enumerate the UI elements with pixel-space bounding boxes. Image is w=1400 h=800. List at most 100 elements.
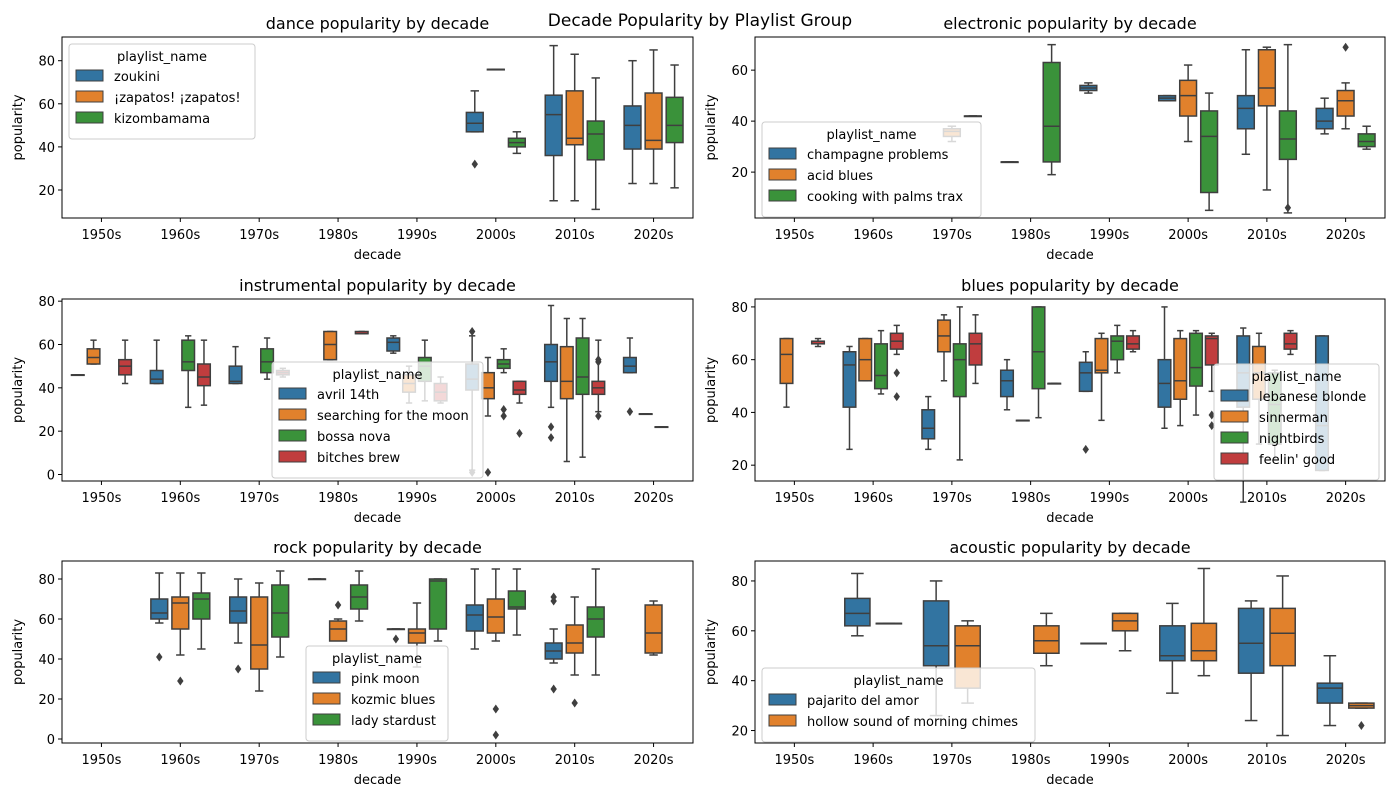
iqr-box	[665, 96, 684, 144]
y-tick-label: 60	[38, 339, 55, 354]
x-tick-label: 2010s	[1247, 228, 1287, 243]
box-nightbirds-1960s	[873, 329, 889, 395]
box-sinnerman-1970s	[936, 314, 952, 382]
box-kozmic-blues-1960s	[171, 572, 190, 686]
legend-swatch	[768, 147, 797, 160]
outlier-point	[595, 355, 602, 365]
axes-frame	[61, 298, 694, 482]
box-kizombamama-2020s	[665, 64, 684, 189]
x-tick-label: 1990s	[1089, 228, 1129, 243]
box-lebanese-blonde-1980s	[999, 358, 1015, 411]
iqr-box	[1111, 612, 1139, 632]
x-tick-label: 2020s	[634, 753, 674, 768]
axes-frame	[61, 36, 694, 219]
box-kozmic-blues-1970s	[250, 582, 269, 692]
outlier-point	[471, 159, 478, 169]
subplot-1: dance popularity by decade 1950s 1960s 1970…	[11, 14, 694, 263]
box-lady-stardust-2000s	[507, 568, 527, 636]
x-tick-label: 1970s	[239, 228, 279, 243]
box-searching-for-the-moon-1980s	[323, 330, 338, 361]
x-tick-label: 1960s	[853, 228, 893, 243]
iqr-box	[250, 596, 269, 670]
x-tick-label: 1950s	[774, 491, 814, 506]
legend-frame	[305, 645, 449, 742]
outlier-point	[571, 698, 578, 708]
box-cooking-with-palms-trax-2000s	[1199, 92, 1219, 212]
y-tick-label: 20	[731, 725, 748, 740]
x-tick-label: 2000s	[1168, 491, 1208, 506]
legend-title: playlist_name	[332, 652, 422, 667]
legend: playlist_name lebanese blonde sinnerman nig…	[1213, 363, 1380, 481]
legend-swatch	[768, 693, 797, 706]
x-tick-label: 1990s	[1089, 491, 1129, 506]
iqr-box	[922, 600, 950, 667]
legend-entry: ¡zapatos! ¡zapatos!	[114, 91, 241, 106]
outlier-point	[547, 433, 555, 443]
x-tick-label: 1970s	[239, 753, 279, 768]
legend-swatch	[768, 168, 797, 181]
y-tick-label: 20	[731, 166, 748, 181]
outlier-point	[1284, 203, 1292, 213]
subplot-title: blues popularity by decade	[961, 276, 1179, 295]
box-champagne-problems-2010s	[1236, 48, 1256, 156]
outlier-point	[626, 407, 634, 417]
box-cooking-with-palms-trax-2020s	[1357, 125, 1376, 150]
x-tick-label: 2010s	[555, 753, 595, 768]
x-tick-label: 1950s	[774, 228, 814, 243]
box-feelin-good-1960s	[889, 324, 904, 402]
iqr-box	[968, 332, 983, 366]
x-tick-label: 1970s	[932, 491, 972, 506]
outlier-point	[500, 405, 507, 414]
outlier-point	[1208, 421, 1215, 431]
x-tick-label: 2010s	[1247, 753, 1287, 768]
iqr-box	[386, 337, 401, 352]
x-tick-label: 2000s	[1168, 228, 1208, 243]
iqr-box	[1173, 337, 1188, 400]
subplot-title: electronic popularity by decade	[943, 14, 1196, 33]
y-tick-label: 40	[38, 382, 55, 397]
iqr-box	[486, 598, 505, 634]
box-feelin-good-1950s	[810, 337, 826, 348]
x-tick-label: 1980s	[318, 491, 358, 506]
iqr-box	[323, 330, 338, 361]
y-tick-label: 60	[38, 98, 55, 113]
x-tick-label: 2000s	[476, 491, 516, 506]
legend-entry: kizombamama	[114, 112, 210, 127]
x-tick-label: 1990s	[397, 753, 437, 768]
legend-title: playlist_name	[117, 50, 207, 65]
box-feelin-good-2010s	[1283, 329, 1298, 356]
outlier-point	[177, 676, 184, 686]
box-acid-blues-2000s	[1178, 64, 1198, 143]
box-lady-stardust-2010s	[586, 568, 605, 676]
x-tick-label: 2010s	[555, 228, 595, 243]
legend-swatch	[278, 429, 307, 442]
subplot-5: rock popularity by decade 1950s 1960s 1970s…	[11, 538, 694, 788]
iqr-box	[1257, 48, 1277, 107]
box-sinnerman-1960s	[858, 337, 873, 382]
box-bitches-brew-2010s	[591, 339, 606, 421]
legend-frame	[271, 361, 484, 479]
iqr-box	[844, 597, 871, 627]
legend-frame	[1213, 363, 1380, 481]
subplot-3: instrumental popularity by decade 1950s 19…	[11, 276, 694, 526]
iqr-box	[171, 596, 190, 630]
iqr-box	[1031, 306, 1046, 390]
box-pink-moon-1980s	[307, 578, 327, 581]
box-hollow-sound-of-morning-chimes-2010s	[1269, 575, 1296, 737]
x-axis-label: decade	[1046, 773, 1094, 788]
box-kozmic-blues-2000s	[486, 568, 505, 740]
iqr-box	[1336, 89, 1355, 117]
box-pajarito-del-amor-2000s	[1159, 602, 1186, 694]
y-tick-label: 60	[731, 64, 748, 79]
iqr-box	[1078, 361, 1093, 393]
y-tick-label: 60	[731, 354, 748, 369]
iqr-box	[465, 604, 484, 632]
y-tick-label: 80	[38, 573, 55, 588]
outlier-point	[893, 368, 900, 378]
x-tick-label: 2020s	[634, 491, 674, 506]
box-sinnerman-2000s	[1173, 329, 1188, 427]
legend-entry: cooking with palms trax	[807, 190, 963, 205]
box-hollow-sound-of-morning-chimes-1960s	[875, 622, 903, 625]
